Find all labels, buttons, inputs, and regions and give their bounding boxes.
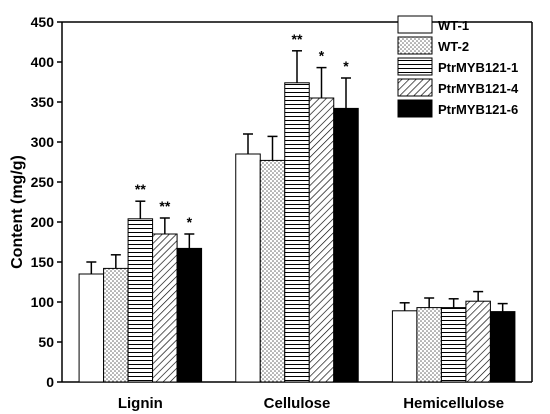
x-category-label: Hemicellulose [403, 395, 504, 412]
x-category-label: Lignin [118, 395, 163, 412]
bar [391, 310, 418, 383]
bar [465, 300, 491, 383]
y-tick-label: 350 [31, 94, 55, 110]
bar [284, 82, 310, 383]
bar [489, 311, 516, 383]
legend-label: WT-2 [438, 39, 469, 54]
legend-label: WT-1 [438, 18, 469, 33]
bar [176, 247, 203, 383]
y-tick-label: 50 [38, 334, 54, 350]
y-tick-label: 450 [31, 14, 55, 30]
legend-swatch [397, 15, 433, 34]
significance-label: ** [135, 181, 146, 197]
y-tick-label: 250 [31, 174, 55, 190]
significance-label: ** [159, 198, 170, 214]
legend-swatch [397, 78, 433, 97]
bar [308, 97, 335, 383]
legend-label: PtrMYB121-4 [438, 81, 519, 96]
bar [78, 273, 105, 383]
legend-label: PtrMYB121-6 [438, 102, 518, 117]
significance-label: ** [292, 31, 303, 47]
y-tick-label: 400 [31, 54, 55, 70]
bar [103, 267, 129, 383]
significance-label: * [343, 58, 349, 74]
bar [333, 107, 359, 383]
bar [259, 159, 286, 383]
y-axis-title: Content (mg/g) [9, 155, 26, 269]
significance-label: * [187, 214, 193, 230]
bar [152, 233, 178, 383]
x-category-label: Cellulose [264, 395, 331, 412]
bar [127, 218, 154, 383]
legend-swatch [397, 57, 433, 76]
y-tick-label: 300 [31, 134, 55, 150]
y-tick-label: 100 [31, 294, 55, 310]
y-tick-label: 0 [46, 374, 54, 390]
significance-label: * [319, 48, 325, 64]
legend-swatch [397, 36, 433, 55]
bar [440, 307, 467, 383]
legend-label: PtrMYB121-1 [438, 60, 518, 75]
bar [235, 153, 261, 383]
y-tick-label: 150 [31, 254, 55, 270]
bar [416, 307, 442, 383]
y-tick-label: 200 [31, 214, 55, 230]
legend-swatch [397, 99, 433, 118]
